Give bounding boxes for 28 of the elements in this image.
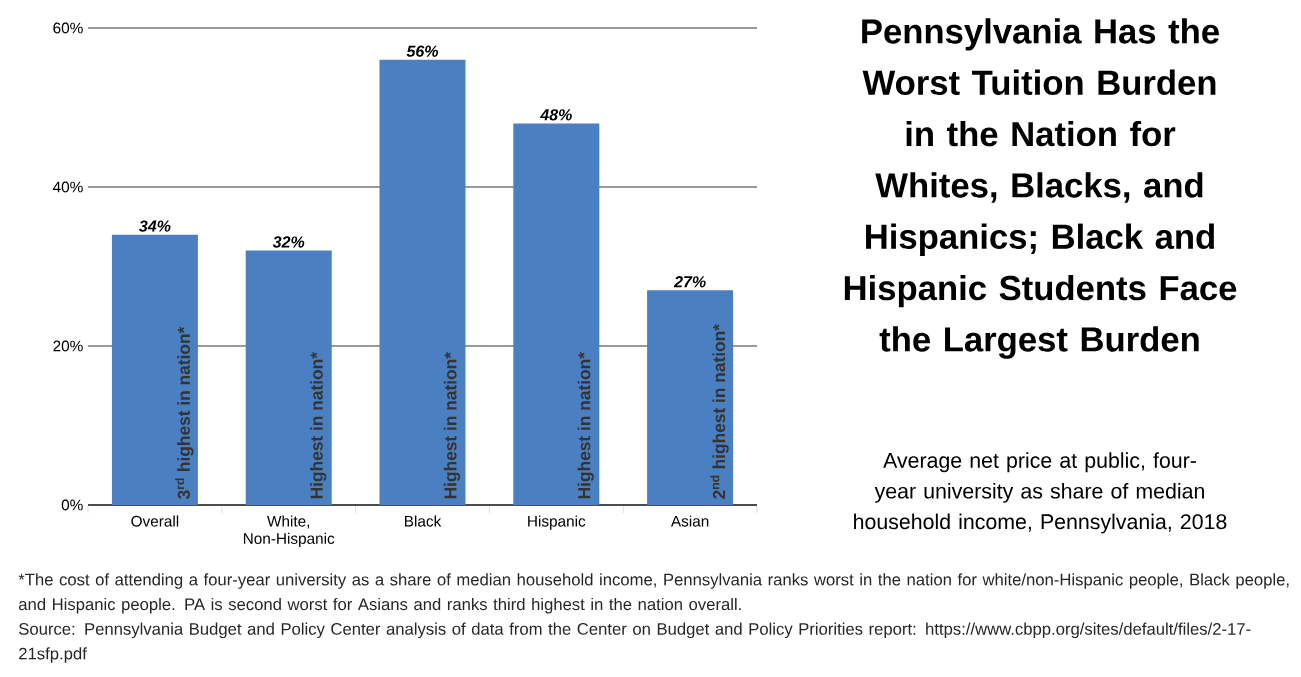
x-tick-label: White, Non-Hispanic: [243, 515, 335, 548]
x-tick-label: Overall: [131, 515, 179, 527]
annotation: Highest in nation*: [443, 352, 461, 499]
text: Average net price at public, four-year university as share of median household income, Pennsylvania, 2018: [854, 452, 1227, 534]
data-label: 32%: [272, 236, 305, 248]
text: *The cost of attending a four-year university as a share of median household income, Pennsylvania ranks worst in the nation for white/non-Hispanic people, Black people, and Hispanic people. PA is second worst for Asians and ranks third highest in the nation overall.: [18, 573, 1289, 614]
x-tick-label: Asian: [670, 515, 709, 527]
annotation: Highest in nation*: [310, 352, 327, 499]
y-tick-label: 60%: [53, 22, 83, 34]
data-label: 27%: [673, 276, 706, 288]
y-tick-label: 40%: [52, 181, 83, 193]
data-label: 48%: [540, 109, 572, 121]
y-tick-label: 20%: [53, 340, 83, 352]
data-label: 56%: [406, 45, 439, 57]
bar: [245, 250, 332, 505]
bar: [647, 290, 734, 505]
bar: [379, 59, 466, 505]
x-tick-label: Hispanic: [528, 515, 586, 530]
y-tick-label: 0%: [61, 499, 83, 511]
bar: [513, 123, 600, 505]
annotation: Highest in nation*: [577, 352, 594, 499]
annotation: 3$^{rd}$ highest in nation*: [175, 326, 194, 499]
source-note: Source: Pennsylvania Budget and Policy Center analysis of data from the Center on Budget and Policy Priorities report: https://www.cbpp.org/sites/default/files/2-17-21sfp.pdf: [19, 622, 1251, 663]
text: Pennsylvania Has the Worst Tuition Burden in the Nation for Whites, Blacks, and Hispanics; Black and Hispanic Students Face the Largest Burden: [844, 18, 1237, 359]
annotation: 2$^{nd}$ highest in nation*: [710, 324, 729, 499]
bar: [111, 234, 198, 505]
data-label: 34%: [139, 220, 171, 232]
x-tick-label: Black: [405, 515, 442, 527]
